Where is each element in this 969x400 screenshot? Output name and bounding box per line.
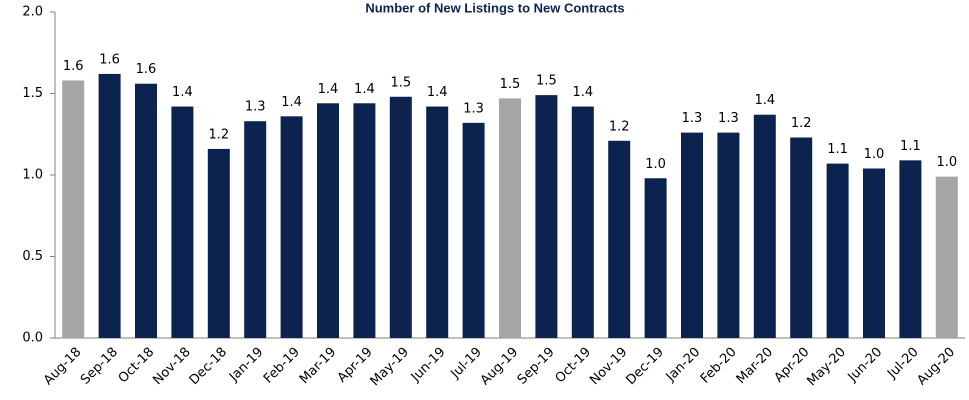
x-tick-label: Jan-19	[226, 345, 267, 386]
bar	[98, 73, 121, 338]
value-label: 1.5	[536, 74, 557, 89]
bar	[644, 178, 667, 338]
x-tick-label: Oct-18	[116, 345, 158, 387]
bar	[753, 114, 776, 338]
y-tick-label: 1.5	[22, 86, 43, 101]
bar	[608, 140, 631, 338]
value-label: 1.4	[354, 82, 375, 97]
x-tick-label: Sep-19	[515, 345, 558, 388]
value-label: 1.3	[463, 101, 484, 116]
value-label: 1.5	[500, 77, 521, 92]
x-tick-label: Jun-19	[408, 345, 449, 386]
x-tick-label: Sep-18	[78, 345, 121, 388]
bar	[207, 148, 230, 338]
value-label: 1.2	[609, 119, 630, 134]
bar	[571, 106, 594, 338]
y-tick-label: 0.5	[22, 249, 43, 264]
value-label: 1.3	[718, 111, 739, 126]
bar	[244, 121, 267, 339]
chart-title: Number of New Listings to New Contracts	[365, 0, 624, 15]
bar	[790, 137, 813, 338]
bar	[317, 103, 339, 338]
x-tick-label: Aug-20	[915, 345, 959, 389]
value-label: 1.3	[682, 111, 703, 126]
x-tick-label: Aug-19	[478, 345, 522, 389]
value-label: 1.6	[63, 59, 84, 74]
value-label: 1.4	[172, 85, 193, 100]
x-tick-label: Feb-20	[698, 345, 740, 387]
x-tick-label: Dec-18	[187, 345, 230, 388]
value-label: 1.6	[136, 62, 157, 77]
value-label: 1.1	[827, 142, 848, 157]
value-label: 1.1	[900, 139, 921, 154]
bar	[717, 132, 740, 338]
bar	[353, 103, 376, 338]
bar	[280, 116, 303, 338]
value-label: 1.4	[754, 93, 775, 108]
bar	[899, 160, 922, 338]
bar	[863, 168, 885, 338]
x-tick-label: May-20	[804, 345, 848, 389]
bar	[171, 106, 194, 338]
y-tick-label: 1.0	[22, 168, 43, 183]
x-tick-label: May-19	[368, 345, 412, 389]
value-label: 1.2	[791, 116, 812, 131]
x-tick-label: Jun-20	[845, 345, 886, 386]
x-tick-label: Nov-19	[587, 345, 630, 388]
bar	[826, 163, 849, 338]
bar	[135, 83, 157, 338]
bar	[535, 95, 558, 338]
value-label: 1.3	[245, 100, 266, 115]
x-tick-label: Dec-19	[623, 345, 666, 388]
x-tick-label: Mar-19	[297, 345, 339, 387]
bar	[389, 96, 412, 338]
value-label: 1.6	[99, 52, 120, 67]
y-tick-label: 2.0	[22, 5, 43, 20]
value-label: 1.5	[390, 75, 411, 90]
x-tick-label: Feb-19	[261, 345, 303, 387]
x-tick-label: Mar-20	[734, 345, 776, 387]
value-label: 1.0	[936, 155, 957, 170]
x-tick-label: Nov-18	[150, 345, 193, 388]
x-tick-label: Aug-18	[41, 345, 85, 389]
value-label: 1.4	[427, 85, 448, 100]
bar	[935, 176, 958, 338]
bar	[681, 132, 703, 338]
value-label: 1.4	[572, 85, 593, 100]
bar	[62, 80, 85, 339]
value-label: 1.2	[208, 127, 229, 142]
value-label: 1.0	[864, 147, 885, 162]
value-label: 1.4	[318, 82, 339, 97]
bar	[426, 106, 449, 338]
value-label: 1.0	[645, 157, 666, 172]
x-tick-label: Oct-19	[553, 345, 595, 387]
x-tick-label: Jan-20	[663, 345, 704, 386]
y-tick-label: 0.0	[22, 331, 43, 346]
value-label: 1.4	[281, 95, 302, 110]
bar	[462, 122, 485, 338]
bar	[499, 98, 521, 338]
